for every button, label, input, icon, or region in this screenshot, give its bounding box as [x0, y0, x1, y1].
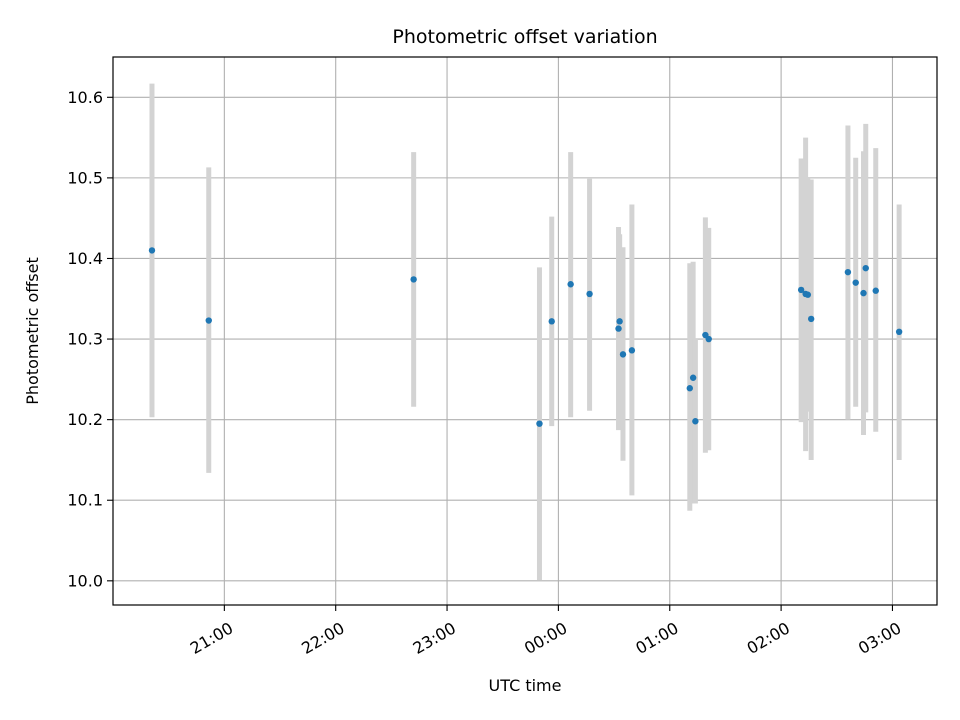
data-point — [852, 279, 859, 286]
data-point — [410, 276, 417, 283]
data-point — [844, 268, 852, 276]
y-tick-label: 10.3 — [67, 330, 103, 349]
data-point — [148, 247, 156, 254]
data-point — [705, 335, 712, 343]
y-tick-label: 10.2 — [67, 410, 103, 429]
data-point — [628, 347, 636, 354]
chart-title: Photometric offset variation — [392, 26, 657, 48]
y-tick-label: 10.1 — [67, 491, 103, 510]
data-points — [148, 247, 903, 427]
y-axis-label: Photometric offset — [23, 257, 42, 405]
plot-frame — [112, 56, 938, 606]
data-point — [536, 420, 543, 427]
data-point — [586, 290, 593, 298]
data-point — [895, 328, 903, 336]
grid — [113, 57, 937, 605]
data-point — [692, 418, 699, 425]
y-axis-ticks: 10.0 10.1 10.2 10.3 10.4 10.5 10.6 — [67, 88, 113, 590]
data-point — [619, 351, 627, 358]
data-point — [862, 264, 869, 272]
data-point — [205, 317, 212, 324]
y-tick-label: 10.4 — [67, 249, 103, 268]
data-point — [686, 385, 693, 392]
data-point — [615, 325, 622, 332]
y-tick-label: 10.0 — [67, 571, 103, 590]
data-point — [804, 291, 812, 298]
data-point — [548, 318, 555, 325]
data-point — [567, 281, 574, 288]
y-tick-label: 10.6 — [67, 88, 103, 107]
data-point — [860, 289, 867, 297]
data-point — [797, 286, 805, 294]
data-point — [872, 287, 879, 294]
y-tick-label: 10.5 — [67, 168, 103, 187]
data-point — [807, 315, 815, 323]
data-point — [689, 374, 697, 381]
x-axis-label: UTC time — [489, 676, 562, 695]
data-point — [616, 318, 623, 325]
